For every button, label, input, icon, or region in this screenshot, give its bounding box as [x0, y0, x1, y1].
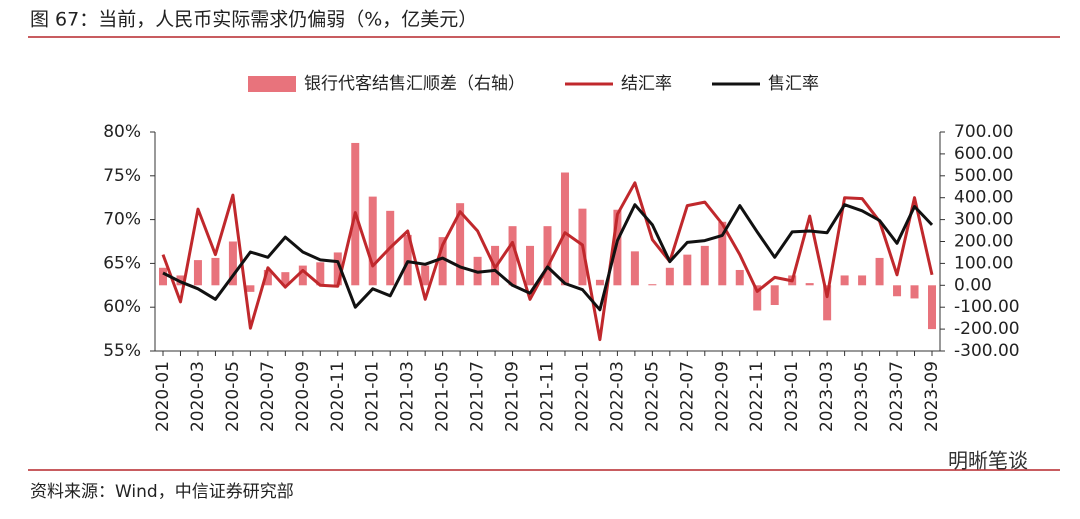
- source: 资料来源：Wind，中信证券研究部: [30, 482, 294, 502]
- legend-label: 售汇率: [768, 74, 819, 94]
- bar: [333, 252, 342, 286]
- x-tick-label: 2022-09: [712, 361, 732, 432]
- x-tick-label: 2021-03: [398, 361, 418, 432]
- y-tick-label: 60%: [103, 297, 141, 317]
- y2-tick-label: -200.00: [954, 319, 1020, 339]
- y-tick-label: 75%: [103, 166, 141, 186]
- x-tick-label: 2022-01: [572, 361, 592, 432]
- y2-tick-label: 600.00: [954, 144, 1013, 164]
- x-tick-label: 2021-05: [433, 361, 453, 432]
- bar: [858, 275, 867, 286]
- chart-title: 图 67：当前，人民币实际需求仍偏弱（%，亿美元）: [30, 9, 477, 31]
- bar: [665, 267, 674, 286]
- bar: [456, 203, 465, 286]
- x-tick-label: 2023-05: [852, 361, 872, 432]
- bar: [893, 285, 902, 297]
- x-tick-label: 2023-03: [817, 361, 837, 432]
- bar: [560, 172, 569, 286]
- bar: [421, 265, 430, 286]
- x-tick-label: 2021-11: [538, 361, 558, 432]
- bar: [246, 285, 255, 292]
- bar: [875, 257, 884, 286]
- x-tick-label: 2020-01: [153, 361, 173, 432]
- bar: [910, 285, 919, 299]
- y2-tick-label: 500.00: [954, 166, 1013, 186]
- x-tick-label: 2020-09: [293, 361, 313, 432]
- bar: [683, 254, 692, 286]
- bar: [211, 257, 220, 286]
- bar: [805, 283, 814, 286]
- y2-tick-label: 100.00: [954, 253, 1013, 273]
- y-tick-label: 80%: [103, 122, 141, 142]
- bar: [438, 237, 447, 286]
- bar: [928, 285, 936, 330]
- bar: [508, 226, 517, 286]
- watermark: 明晰笔谈: [948, 449, 1028, 473]
- y2-tick-label: -300.00: [954, 341, 1020, 361]
- legend-swatch: [248, 76, 296, 92]
- x-tick-label: 2022-03: [607, 361, 627, 432]
- bar: [823, 285, 832, 321]
- bar: [700, 245, 709, 286]
- bar: [648, 284, 657, 286]
- bar: [630, 251, 639, 286]
- x-tick-label: 2022-11: [747, 361, 767, 432]
- x-tick-label: 2023-01: [782, 361, 802, 432]
- y2-tick-label: -100.00: [954, 297, 1020, 317]
- bar: [718, 221, 727, 286]
- x-tick-label: 2023-07: [887, 361, 907, 432]
- x-tick-label: 2021-09: [503, 361, 523, 432]
- x-tick-label: 2020-03: [188, 361, 208, 432]
- y-tick-label: 55%: [103, 341, 141, 361]
- bar: [281, 272, 290, 286]
- y2-tick-label: 0.00: [954, 275, 992, 295]
- line: [162, 203, 934, 312]
- x-tick-label: 2023-09: [922, 361, 942, 432]
- bar: [263, 269, 272, 286]
- legend-label: 结汇率: [621, 74, 672, 94]
- x-tick-label: 2020-07: [258, 361, 278, 432]
- x-tick-label: 2022-07: [677, 361, 697, 432]
- y2-tick-label: 300.00: [954, 210, 1013, 230]
- bar: [770, 285, 779, 306]
- bar: [543, 226, 552, 286]
- bar: [753, 285, 762, 311]
- bar: [298, 265, 307, 286]
- bar: [840, 275, 849, 286]
- x-tick-label: 2022-05: [642, 361, 662, 432]
- bar: [526, 245, 535, 286]
- x-tick-label: 2020-11: [328, 361, 348, 432]
- y2-tick-label: 700.00: [954, 122, 1013, 142]
- bar: [159, 267, 167, 286]
- bar: [735, 269, 744, 286]
- bar: [595, 279, 604, 286]
- bar: [613, 209, 622, 286]
- y-tick-label: 65%: [103, 253, 141, 273]
- bar: [368, 196, 377, 286]
- x-tick-label: 2021-07: [468, 361, 488, 432]
- bar: [316, 262, 325, 286]
- bar: [193, 260, 202, 286]
- y-tick-label: 70%: [103, 210, 141, 230]
- y2-tick-label: 200.00: [954, 232, 1013, 252]
- bar: [228, 241, 237, 286]
- x-tick-label: 2020-05: [223, 361, 243, 432]
- x-tick-label: 2021-01: [363, 361, 383, 432]
- legend-label: 银行代客结售汇顺差（右轴）: [304, 74, 525, 94]
- y2-tick-label: 400.00: [954, 188, 1013, 208]
